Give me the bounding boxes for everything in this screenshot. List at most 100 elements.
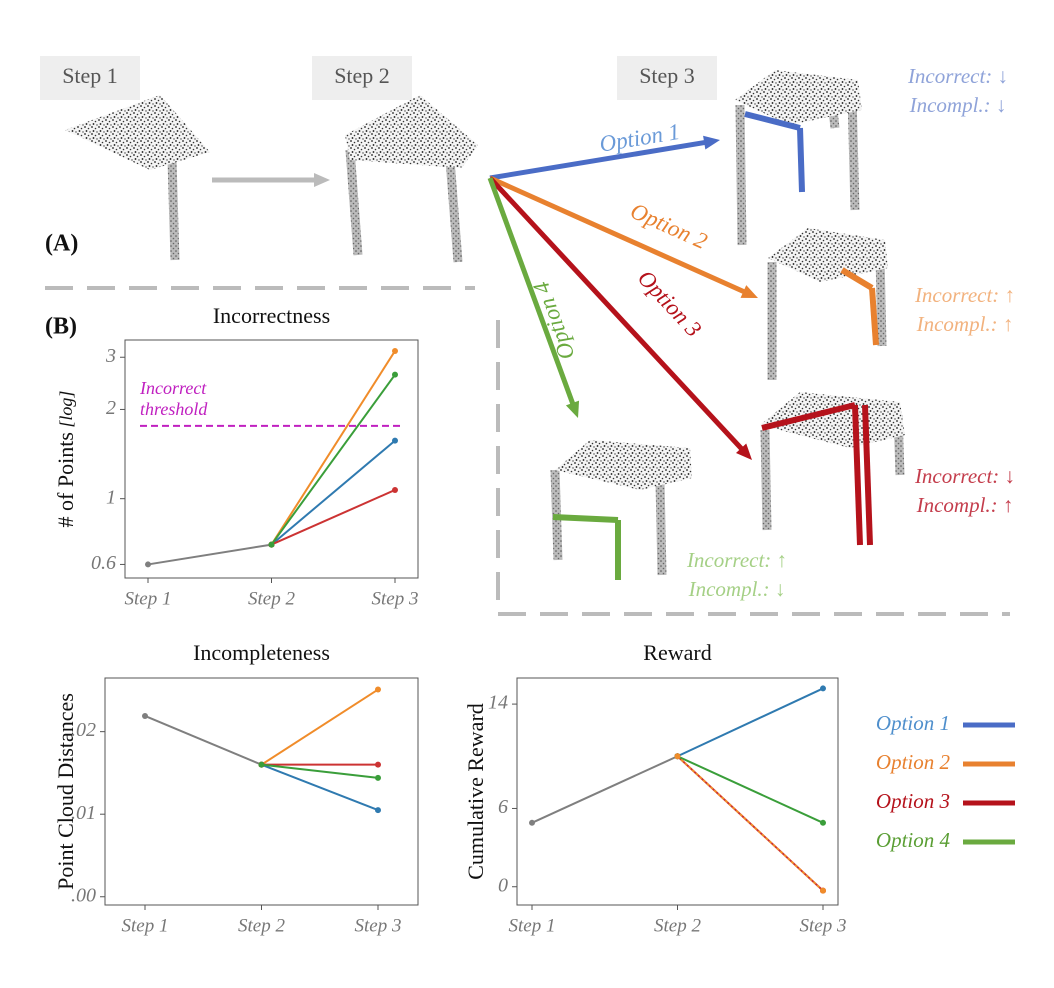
point: [820, 819, 826, 826]
point: [392, 486, 398, 493]
point: [820, 685, 826, 692]
panel-label: (A): [45, 231, 78, 257]
table-part: [840, 267, 874, 291]
threshold-label: threshold: [140, 399, 208, 419]
y-axis-label: Cumulative Reward: [463, 703, 488, 880]
point: [529, 819, 535, 826]
y-axis-label: Point Cloud Distances: [53, 693, 78, 890]
point: [375, 761, 381, 768]
plot-frame: [104, 677, 419, 906]
y-axis-label: # of Points: [53, 432, 78, 527]
annotation: Incorrect: ↓: [907, 64, 1008, 88]
table-part: [552, 514, 619, 523]
option-label: Option 4: [528, 278, 579, 363]
step-box: [312, 56, 412, 100]
y-axis-label: Cumulative Reward: [463, 703, 488, 880]
table-part: [797, 127, 805, 193]
series-line: [677, 755, 824, 824]
arrow-head: [703, 135, 720, 150]
series-line: [676, 755, 824, 892]
y-tick-label: 1: [106, 486, 116, 508]
series-line: [144, 715, 262, 766]
main: Step 1 Step 2 Step 3 (A) (B) Option 1 Incorrec…: [40, 56, 1015, 936]
table-leg: [655, 479, 667, 576]
series-line: [271, 489, 396, 546]
step-box: [617, 56, 717, 100]
point: [258, 761, 265, 768]
annotation: Incompl.: ↓: [688, 577, 786, 601]
point: [392, 371, 398, 378]
step-label: Step 2: [334, 63, 390, 88]
y-tick-label: 14: [488, 692, 508, 714]
y-tick-label: 6: [498, 796, 508, 818]
table-leg: [345, 149, 363, 256]
chart-title: Reward: [643, 640, 711, 665]
table-leg: [445, 159, 463, 263]
y-tick-label: .01: [71, 802, 96, 824]
table-leg: [735, 104, 747, 246]
table-top: [760, 392, 905, 448]
panel-label: (B): [45, 314, 77, 340]
point: [375, 774, 381, 781]
x-tick-label: Step 2: [238, 915, 285, 936]
series-line: [270, 374, 396, 546]
point-clouds: [65, 70, 905, 580]
arrow-head: [740, 285, 758, 298]
arrow-head: [735, 443, 752, 460]
point: [268, 541, 275, 548]
chart-title: Incorrectness: [213, 303, 330, 328]
x-tick-label: Step 2: [654, 915, 701, 936]
series-line: [261, 763, 379, 779]
table-top: [768, 228, 888, 282]
table-leg: [847, 94, 860, 211]
step-label: Step 1: [62, 63, 118, 88]
arrow-shaft: [489, 139, 708, 181]
point: [392, 347, 398, 354]
x-tick-label: Step 1: [122, 915, 169, 936]
series-line: [676, 755, 824, 892]
table-leg: [760, 429, 772, 531]
table-top: [555, 440, 692, 490]
series-line: [260, 688, 379, 766]
series-line: [270, 350, 396, 546]
y-axis-label: # of Points [log]: [53, 391, 78, 528]
arrow-head: [314, 173, 330, 187]
series-line: [531, 755, 678, 824]
arrow-head: [565, 400, 580, 418]
x-tick-label: Step 1: [509, 915, 556, 936]
legend-label: Option 3: [876, 789, 950, 813]
option-label: Option 3: [633, 265, 707, 341]
table-part: [869, 287, 879, 346]
point: [375, 686, 381, 693]
series-line: [270, 439, 396, 546]
chart-title: Incompleteness: [193, 640, 330, 665]
y-axis-unit: [log]: [56, 391, 76, 433]
arrow-shaft: [488, 175, 748, 296]
table-top: [345, 95, 478, 168]
table-leg: [167, 159, 180, 261]
series-line: [261, 763, 379, 812]
y-tick-label: .00: [71, 884, 96, 906]
table-part: [852, 404, 863, 546]
annotation: Incompl.: ↑: [916, 312, 1014, 336]
table-part: [761, 402, 856, 431]
y-tick-label: 0: [498, 874, 508, 896]
plot-frame: [516, 677, 839, 906]
y-axis-label: Point Cloud Distances: [53, 693, 78, 890]
annotation: Incorrect: ↑: [914, 283, 1015, 307]
x-tick-label: Step 1: [125, 588, 172, 609]
x-tick-label: Step 3: [372, 588, 419, 609]
legend-label: Option 2: [876, 750, 951, 774]
y-tick-label: .02: [71, 719, 96, 741]
table-leg: [875, 254, 887, 347]
step-label: Step 3: [639, 63, 695, 88]
arrow-shaft: [487, 177, 576, 407]
point: [674, 753, 681, 760]
legend-label: Option 1: [876, 711, 950, 735]
table-top: [65, 95, 210, 170]
annotation: Incompl.: ↑: [916, 493, 1014, 517]
y-tick-label: 2: [106, 397, 116, 419]
series-line: [677, 687, 824, 758]
y-tick-label: 3: [105, 345, 116, 367]
